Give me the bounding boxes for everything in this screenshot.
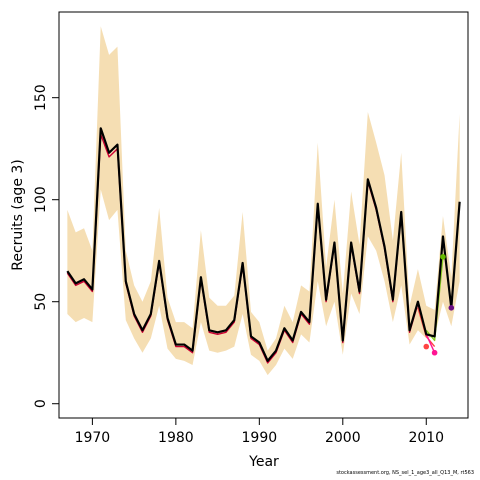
x-axis: 1970 1980 1990 2000 2010 bbox=[75, 418, 444, 446]
y-tick-label-3: 150 bbox=[33, 84, 49, 111]
series-line-2 bbox=[417, 307, 436, 348]
x-tick-label-0: 1970 bbox=[75, 430, 111, 446]
series-line-3 bbox=[425, 334, 436, 353]
x-tick-label-2: 1990 bbox=[242, 430, 278, 446]
y-tick-label-1: 50 bbox=[33, 293, 49, 311]
x-axis-label: Year bbox=[248, 454, 279, 470]
endpoint-marker-1 bbox=[431, 349, 438, 356]
y-tick-label-0: 0 bbox=[33, 399, 49, 408]
x-tick-label-3: 2000 bbox=[325, 430, 361, 446]
endpoint-marker-2 bbox=[440, 254, 446, 260]
series-line-4 bbox=[425, 256, 444, 342]
endpoint-marker-3 bbox=[448, 305, 455, 311]
y-axis-label: Recruits (age 3) bbox=[10, 159, 26, 271]
endpoint-markers bbox=[423, 254, 455, 356]
confidence-band bbox=[67, 26, 460, 376]
y-axis: 0 50 100 150 bbox=[33, 84, 59, 408]
y-tick-label-2: 100 bbox=[33, 186, 49, 213]
series-line-0 bbox=[66, 127, 461, 362]
credit-text: stockassessment.org, NS_sel_1_age3_all_Q… bbox=[336, 470, 474, 476]
plot-frame bbox=[58, 11, 469, 419]
endpoint-marker-0 bbox=[423, 343, 430, 350]
x-tick-label-4: 2010 bbox=[408, 430, 444, 446]
x-tick-label-1: 1980 bbox=[158, 430, 194, 446]
confidence-band-area bbox=[67, 26, 460, 376]
series-lines bbox=[66, 127, 461, 364]
